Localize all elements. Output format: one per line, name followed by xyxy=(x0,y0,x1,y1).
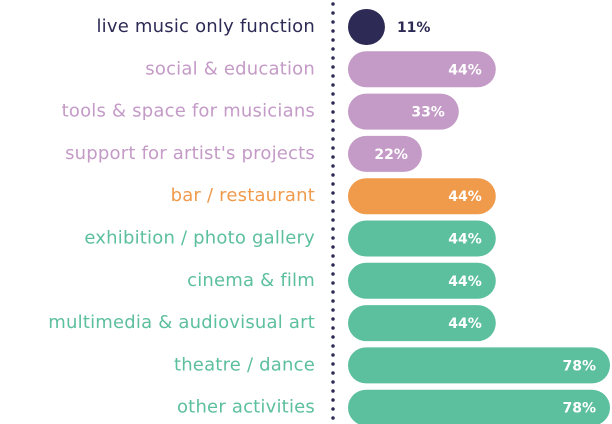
value-label: 78% xyxy=(562,358,596,374)
category-label: theatre / dance xyxy=(174,354,315,375)
bar xyxy=(348,389,610,424)
category-label: cinema & film xyxy=(187,270,315,291)
bar xyxy=(348,178,496,215)
category-label: live music only function xyxy=(96,16,315,37)
bar xyxy=(348,305,496,342)
bar xyxy=(348,347,610,384)
value-label: 44% xyxy=(448,316,482,332)
bar xyxy=(348,135,422,172)
value-label: 33% xyxy=(411,105,445,121)
category-label: bar / restaurant xyxy=(171,185,315,206)
value-label: 44% xyxy=(448,189,482,205)
category-label: support for artist's projects xyxy=(65,143,315,164)
category-label: tools & space for musicians xyxy=(62,101,315,122)
value-label: 78% xyxy=(562,401,596,417)
bar xyxy=(348,220,496,257)
category-label: multimedia & audiovisual art xyxy=(48,312,315,333)
value-label: 11% xyxy=(397,20,431,36)
category-label: social & education xyxy=(145,58,315,79)
category-label: other activities xyxy=(177,397,315,418)
bar xyxy=(348,9,385,45)
bar xyxy=(348,262,496,299)
category-label: exhibition / photo gallery xyxy=(84,228,315,249)
bar xyxy=(348,93,459,130)
value-label: 22% xyxy=(374,147,408,163)
value-label: 44% xyxy=(448,62,482,78)
bar xyxy=(348,51,496,88)
value-label: 44% xyxy=(448,274,482,290)
value-label: 44% xyxy=(448,232,482,248)
